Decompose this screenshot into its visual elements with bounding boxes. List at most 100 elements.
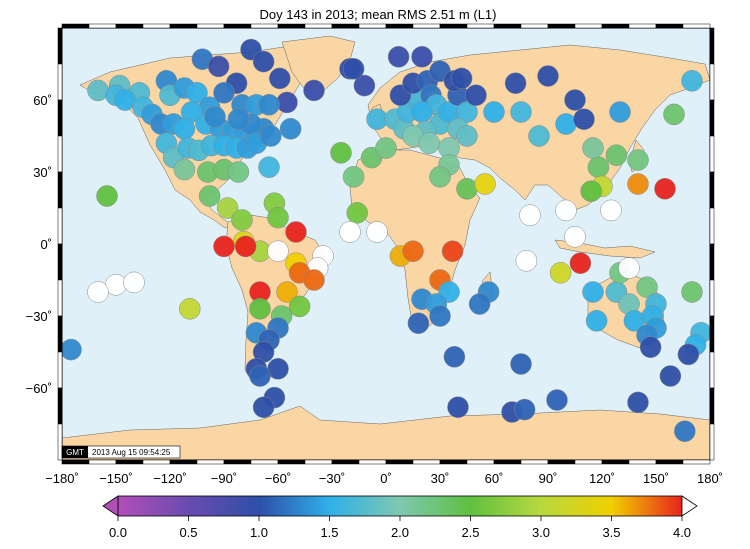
station-marker	[663, 103, 685, 126]
station-marker	[276, 91, 298, 114]
station-marker	[674, 420, 696, 442]
station-marker	[681, 70, 703, 92]
gmt-logo-text: GMT	[66, 448, 84, 457]
station-marker	[456, 125, 478, 147]
station-marker	[346, 202, 368, 224]
map-area	[57, 23, 715, 465]
colorbar: 0.0 0.5 1.0 1.5 2.0 2.5 3.0 3.5 4.0	[102, 495, 698, 540]
x-tick-label: −30˚	[319, 471, 345, 486]
frame-segment-top	[88, 23, 117, 29]
frame-segment-bottom	[331, 459, 360, 465]
station-marker	[609, 101, 631, 123]
station-marker	[407, 312, 430, 334]
station-marker	[213, 82, 235, 104]
station-marker	[411, 46, 433, 68]
x-tick-label: 30˚	[431, 471, 450, 486]
frame-segment-right	[709, 27, 715, 65]
station-marker	[513, 398, 536, 421]
frame-segment-top	[493, 23, 522, 29]
frame-segment-right	[709, 315, 715, 353]
frame-segment-left	[57, 63, 63, 101]
x-tick-label: −180˚	[45, 471, 79, 486]
frame-segment-top	[169, 23, 198, 29]
station-marker	[600, 199, 622, 222]
station-marker	[528, 125, 550, 147]
station-marker	[342, 58, 365, 80]
frame-segment-top	[142, 23, 171, 29]
station-marker	[353, 74, 376, 97]
station-marker	[627, 173, 649, 195]
station-marker	[510, 101, 532, 123]
station-marker	[587, 156, 610, 178]
station-marker	[677, 343, 700, 366]
frame-segment-left	[57, 27, 63, 65]
station-marker	[179, 298, 201, 320]
frame-segment-top	[628, 23, 657, 29]
station-marker	[234, 235, 257, 258]
station-marker	[465, 84, 487, 106]
frame-segment-top	[277, 23, 306, 29]
frame-segment-bottom	[439, 459, 468, 465]
frame-segment-bottom	[493, 459, 522, 465]
frame-segment-top	[682, 23, 711, 29]
x-tick-label: 0˚	[380, 471, 392, 486]
frame-segment-left	[57, 351, 63, 389]
station-marker	[123, 271, 145, 294]
station-marker	[569, 252, 592, 274]
station-marker	[213, 235, 235, 258]
frame-segment-top	[412, 23, 441, 29]
frame-segment-right	[709, 135, 715, 173]
colorbar-low-arrow	[102, 495, 119, 517]
frame-segment-right	[709, 351, 715, 389]
frame-segment-bottom	[682, 459, 711, 465]
frame-segment-top	[115, 23, 144, 29]
station-marker	[258, 156, 280, 178]
frame-segment-top	[466, 23, 495, 29]
station-marker	[231, 209, 253, 231]
station-marker	[474, 173, 496, 195]
frame-segment-bottom	[547, 459, 576, 465]
colorbar-tick-label: 0.5	[179, 525, 197, 540]
y-tick-label: −60˚	[26, 381, 52, 396]
colorbar-ticks: 0.0 0.5 1.0 1.5 2.0 2.5 3.0 3.5 4.0	[109, 516, 691, 540]
frame-segment-bottom	[601, 459, 630, 465]
frame-segment-right	[709, 171, 715, 209]
station-marker	[483, 101, 505, 123]
station-marker	[87, 79, 109, 102]
station-marker	[260, 125, 282, 147]
x-tick-label: −90˚	[211, 471, 237, 486]
station-marker	[519, 204, 541, 226]
frame-segment-top	[439, 23, 468, 29]
frame-segment-top	[250, 23, 279, 29]
frame-segment-bottom	[223, 459, 252, 465]
y-tick-label: −30˚	[26, 309, 52, 324]
station-marker	[252, 50, 275, 73]
frame-segment-left	[57, 207, 63, 245]
station-marker	[402, 240, 424, 262]
station-marker	[342, 166, 365, 188]
station-marker	[227, 161, 250, 183]
frame-segment-bottom	[628, 459, 657, 465]
frame-segment-bottom	[61, 459, 90, 465]
station-marker	[618, 257, 640, 279]
frame-segment-left	[57, 243, 63, 281]
frame-segment-bottom	[574, 459, 603, 465]
colorbar-tick-label: 2.0	[391, 525, 409, 540]
frame-segment-right	[709, 99, 715, 137]
frame-segment-bottom	[169, 459, 198, 465]
station-marker	[456, 101, 478, 123]
x-tick-label: 90˚	[539, 471, 558, 486]
frame-segment-bottom	[385, 459, 414, 465]
frame-segment-right	[709, 423, 715, 461]
x-tick-label: 180˚	[697, 471, 723, 486]
station-marker	[450, 67, 473, 90]
frame-segment-left	[57, 315, 63, 353]
station-marker	[173, 158, 196, 181]
station-marker	[537, 65, 559, 87]
timestamp-text: 2013 Aug 15 09:54:25	[92, 448, 171, 457]
station-marker	[276, 281, 298, 303]
y-tick-label: 0˚	[40, 237, 52, 252]
station-marker	[429, 305, 451, 327]
station-marker	[468, 293, 491, 315]
